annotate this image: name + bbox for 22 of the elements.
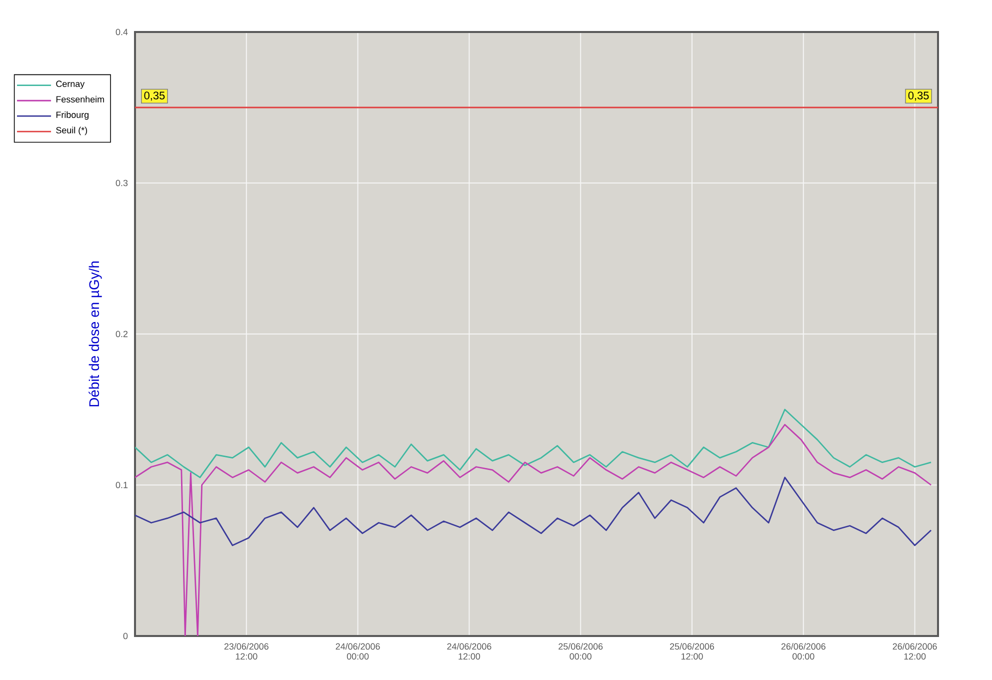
y-tick-label: 0.4 — [116, 28, 128, 36]
y-axis-title: Débit de dose en µGy/h — [88, 262, 102, 406]
x-tick-label: 24/06/2006 00:00 — [336, 643, 380, 660]
line-series — [135, 476, 932, 546]
annotation: 0,35 — [144, 92, 165, 101]
y-tick-label: 0 — [123, 632, 128, 640]
y-tick-label: 0.1 — [116, 482, 128, 488]
line-series — [135, 408, 932, 478]
x-tick-label: 24/06/2006 12:00 — [447, 643, 492, 660]
line-series — [135, 424, 932, 636]
x-tick-label: 25/06/2006 00:00 — [558, 643, 603, 660]
legend-label: Fessenheim — [56, 96, 104, 102]
x-tick-label: 26/06/2006 12:00 — [892, 643, 937, 660]
x-tick-label: 26/06/2006 00:00 — [781, 643, 826, 660]
y-tick-label: 0.3 — [116, 180, 128, 186]
annotation: 0,35 — [908, 92, 929, 101]
legend-label: Cernay — [56, 80, 85, 89]
x-tick-label: 23/06/2006 12:00 — [224, 643, 268, 660]
legend-label: Seuil (*) — [56, 126, 88, 136]
x-tick-label: 25/06/2006 12:00 — [670, 643, 714, 660]
y-tick-label: 0.2 — [116, 330, 128, 338]
legend-label: Fribourg — [56, 111, 89, 120]
